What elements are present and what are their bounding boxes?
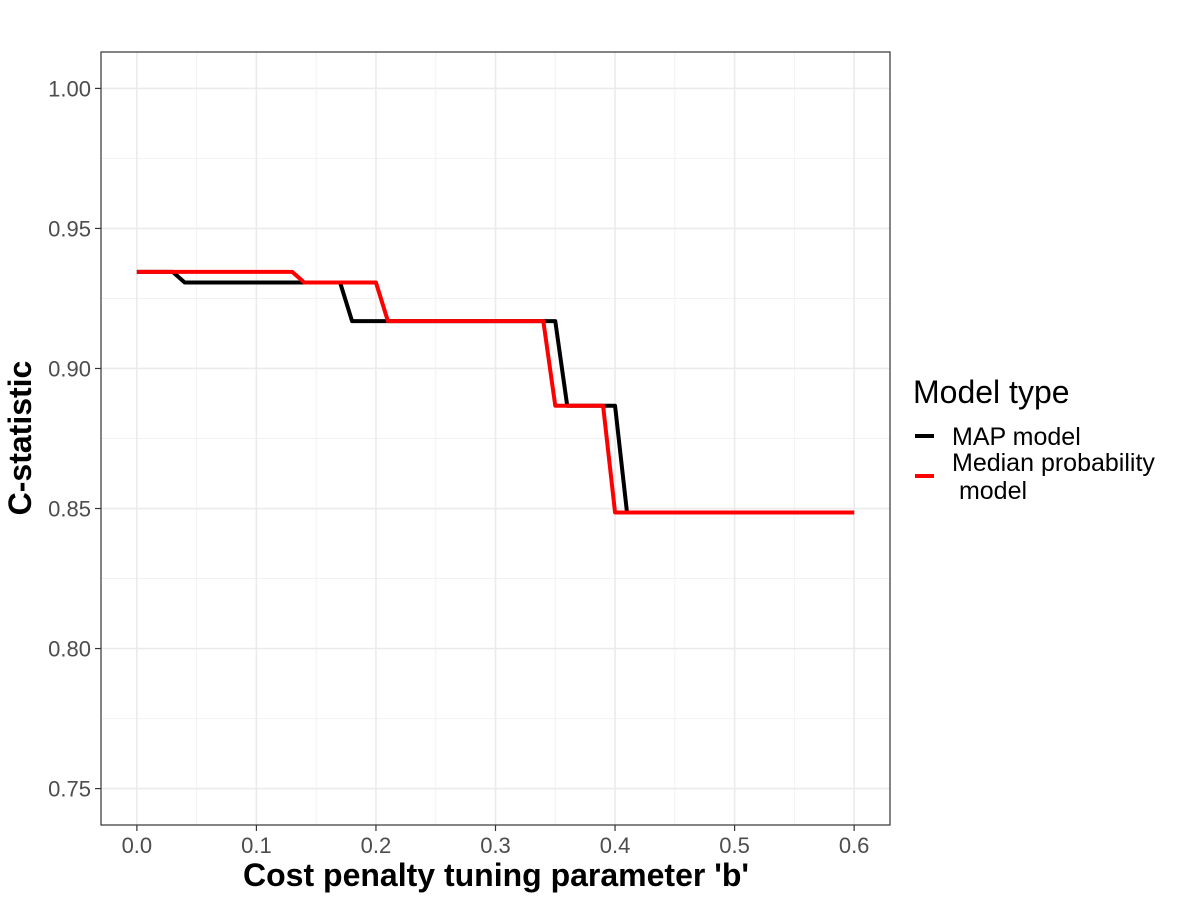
y-tick-label: 0.90 xyxy=(48,356,91,381)
x-tick-label: 0.0 xyxy=(122,833,153,858)
series-layer xyxy=(136,269,855,515)
y-tick-label: 0.85 xyxy=(48,497,91,522)
x-tick-label: 0.6 xyxy=(839,833,870,858)
legend-label-median-probability-model: Median probability xyxy=(952,449,1155,477)
legend-label-median-probability-model-line2: model xyxy=(952,477,1027,505)
x-tick-label: 0.2 xyxy=(361,833,392,858)
x-tick-label: 0.3 xyxy=(480,833,511,858)
y-tick-label: 0.95 xyxy=(48,216,91,241)
legend-label-map-model: MAP model xyxy=(952,423,1081,451)
y-axis-ticks: 0.75 0.80 0.85 0.90 0.95 1.00 xyxy=(48,76,101,802)
x-axis-ticks: 0.0 0.1 0.2 0.3 0.4 0.5 0.6 xyxy=(122,825,870,858)
x-tick-label: 0.4 xyxy=(600,833,631,858)
x-axis-title: Cost penalty tuning parameter 'b' xyxy=(243,857,749,893)
y-tick-label: 0.80 xyxy=(48,637,91,662)
legend-title: Model type xyxy=(913,374,1070,410)
y-axis-title: C-statistic xyxy=(2,361,38,516)
major-gridlines xyxy=(101,52,890,825)
x-tick-label: 0.1 xyxy=(241,833,272,858)
y-tick-label: 0.75 xyxy=(48,777,91,802)
series-line-median-probability-model xyxy=(136,269,855,515)
y-tick-label: 1.00 xyxy=(48,76,91,101)
legend: Model type MAP model Median probability … xyxy=(913,374,1155,505)
x-tick-label: 0.5 xyxy=(719,833,750,858)
